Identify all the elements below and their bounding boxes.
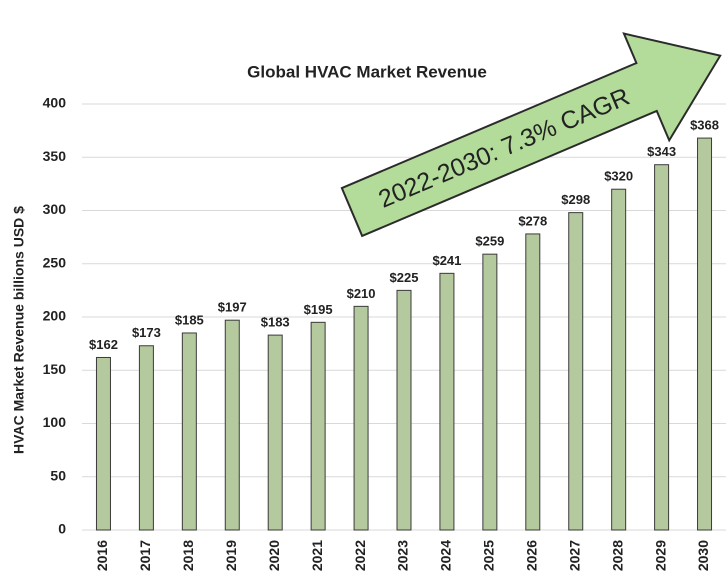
- arrow-shape: [340, 32, 722, 238]
- bar: [568, 212, 584, 531]
- data-label: $259: [475, 234, 504, 249]
- y-tick-label: 300: [43, 201, 67, 217]
- x-tick-label: 2028: [609, 540, 625, 571]
- bar: [525, 233, 541, 531]
- data-label: $320: [604, 169, 633, 184]
- data-label: $197: [218, 300, 247, 315]
- y-tick-label: 250: [43, 254, 67, 270]
- bar: [224, 319, 240, 531]
- y-tick-label: 350: [43, 148, 67, 164]
- y-tick-label: 0: [58, 521, 66, 537]
- bar: [396, 289, 412, 531]
- y-tick-label: 50: [50, 467, 66, 483]
- x-tick-label: 2022: [352, 540, 368, 571]
- x-tick-label: 2016: [94, 540, 110, 571]
- x-tick-label: 2017: [137, 540, 153, 571]
- data-label: $241: [432, 253, 461, 268]
- bar: [138, 345, 154, 531]
- x-tick-label: 2026: [524, 540, 540, 571]
- data-label: $183: [261, 315, 290, 330]
- data-label: $368: [690, 118, 719, 133]
- y-tick-label: 100: [43, 414, 67, 430]
- x-tick-label: 2020: [266, 540, 282, 571]
- x-tick-label: 2024: [438, 540, 454, 571]
- data-label: $195: [304, 302, 333, 317]
- x-tick-label: 2018: [180, 540, 196, 571]
- bar: [439, 272, 455, 531]
- y-tick-label: 150: [43, 361, 67, 377]
- bar: [353, 305, 369, 531]
- data-label: $210: [347, 286, 376, 301]
- x-tick-label: 2023: [395, 540, 411, 571]
- data-label: $298: [561, 192, 590, 207]
- bar: [267, 334, 283, 531]
- annotation: 2022-2030: 7.3% CAGR: [375, 83, 634, 214]
- x-tick-label: 2021: [309, 540, 325, 571]
- chart-title: Global HVAC Market Revenue: [247, 62, 487, 81]
- x-tick-label: 2025: [481, 540, 497, 571]
- bar: [611, 188, 627, 531]
- data-label: $343: [647, 144, 676, 159]
- x-tick-label: 2029: [652, 540, 668, 571]
- bar: [482, 253, 498, 531]
- bar: [181, 332, 197, 531]
- data-label: $173: [132, 325, 161, 340]
- data-label: $185: [175, 312, 204, 327]
- y-axis-label: HVAC Market Revenue billions USD $: [11, 206, 27, 454]
- plot: 0 50 100 150 200 250 300 350 400 2016 $162 2017 $173…: [43, 95, 726, 571]
- bar: [697, 137, 713, 531]
- x-tick-label: 2027: [566, 540, 582, 571]
- x-tick-label: 2019: [223, 540, 239, 571]
- y-tick-label: 200: [43, 308, 67, 324]
- y-tick-label: 400: [43, 95, 67, 111]
- bar: [654, 164, 670, 531]
- x-tick-label: 2030: [695, 540, 711, 571]
- data-label: $278: [518, 213, 547, 228]
- data-label: $225: [390, 270, 419, 285]
- bar: [310, 321, 326, 531]
- bar: [95, 356, 111, 531]
- data-label: $162: [89, 337, 118, 352]
